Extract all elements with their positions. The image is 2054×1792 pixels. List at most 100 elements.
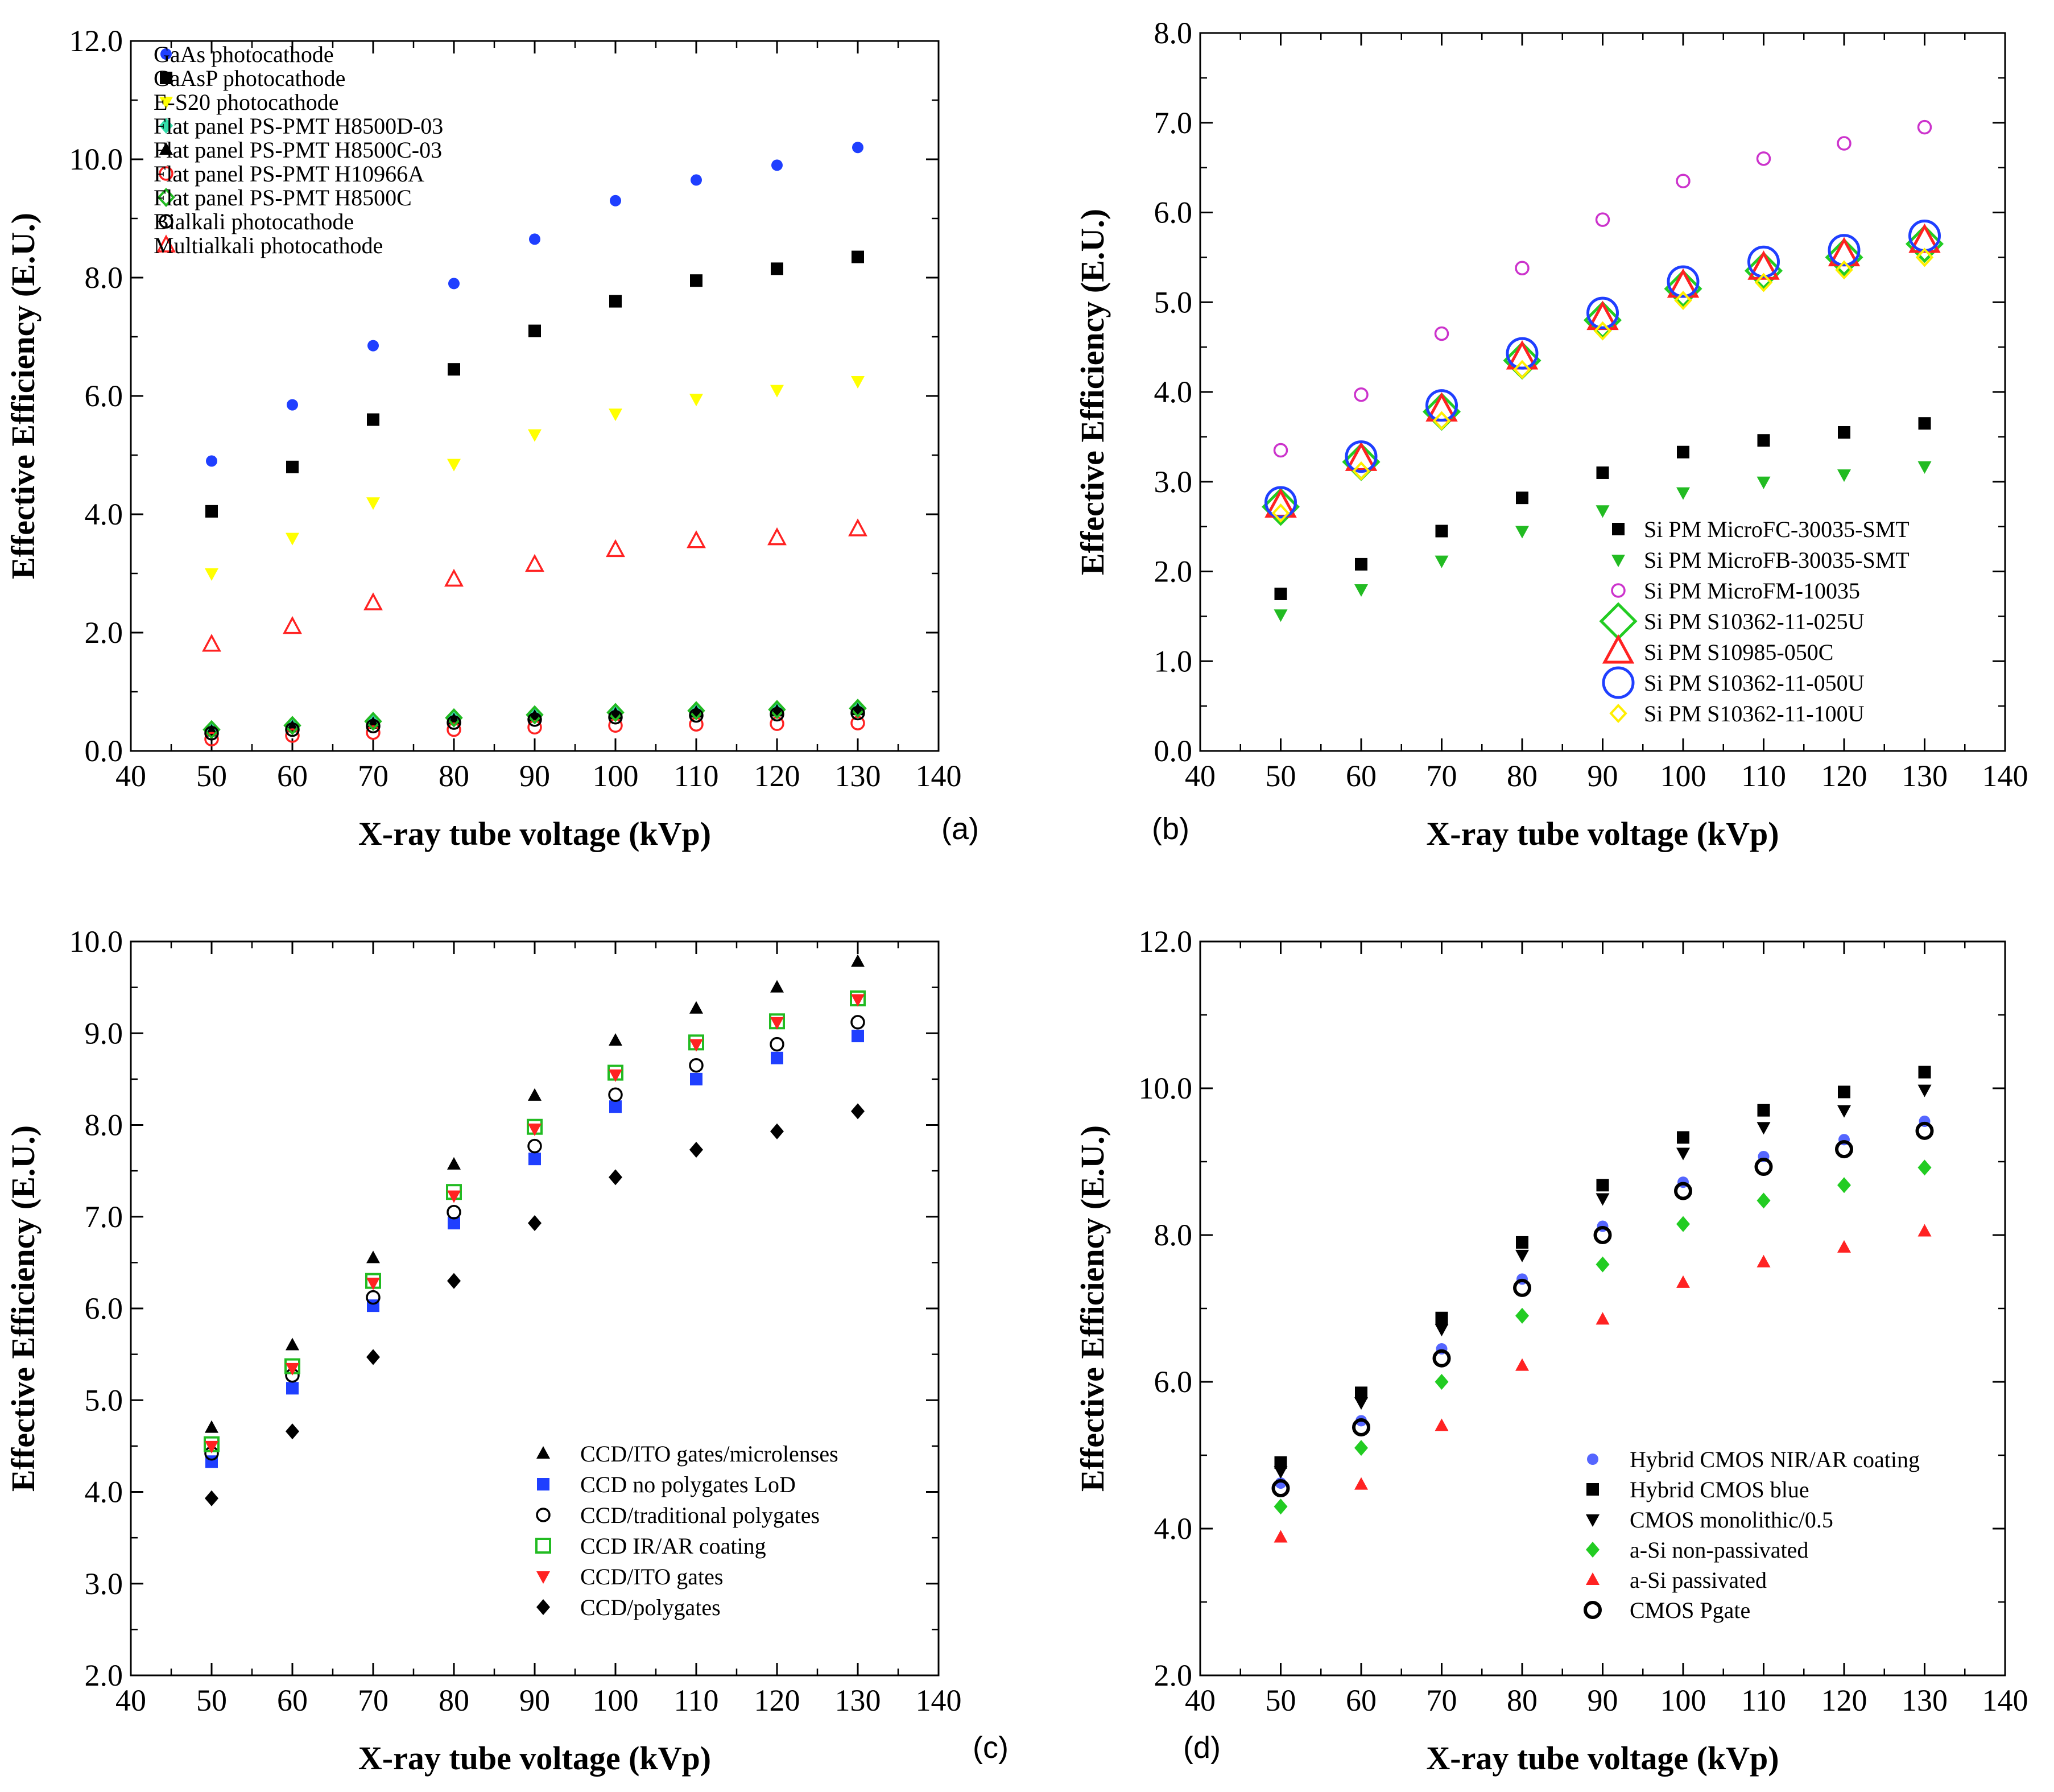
legend-label: Hybrid CMOS blue — [1630, 1477, 1809, 1502]
data-point — [609, 295, 622, 308]
data-point — [1676, 1216, 1690, 1232]
legend-label: E-S20 photocathode — [154, 89, 339, 115]
y-tick-label: 9.0 — [85, 1016, 123, 1050]
x-tick-label: 140 — [916, 759, 962, 793]
series-1 — [1274, 417, 1931, 600]
plot-frame — [1199, 940, 2006, 1677]
x-tick-label: 130 — [835, 1683, 881, 1717]
data-point — [1837, 1105, 1851, 1118]
legend-marker — [1586, 1514, 1600, 1527]
data-point — [850, 1015, 865, 1030]
legend-marker — [159, 142, 173, 155]
data-point — [608, 1087, 623, 1103]
series-3 — [205, 376, 865, 581]
chart-panel-2: 40 50 60 70 80 90 100 110 120 130 140 0.0 1.0 2.0 3.0 4… — [1074, 16, 2028, 852]
legend-marker — [536, 1446, 550, 1459]
data-point — [205, 568, 218, 581]
data-point — [286, 1382, 299, 1395]
legend-marker — [1611, 583, 1626, 598]
x-tick-label: 70 — [358, 759, 389, 793]
data-point — [1274, 1530, 1288, 1543]
data-point — [1515, 1249, 1529, 1262]
data-point — [849, 699, 867, 719]
data-point — [447, 1157, 461, 1170]
data-point — [1757, 1254, 1771, 1267]
legend-marker — [1602, 634, 1635, 664]
data-point — [610, 195, 621, 207]
data-point — [1435, 1324, 1449, 1337]
x-tick-label: 130 — [835, 759, 881, 793]
series-8 — [204, 705, 865, 741]
legend-label: CCD no polygates LoD — [580, 1472, 796, 1497]
series-6 — [204, 716, 865, 746]
chart-panel-1: 40 50 60 70 80 90 100 110 120 130 140 0.0 2.0 4.0 6.0 8… — [5, 24, 979, 852]
legend-marker — [160, 48, 172, 60]
data-point — [1676, 1147, 1690, 1161]
data-point — [1835, 260, 1853, 280]
data-point — [528, 1215, 542, 1232]
data-point — [528, 324, 541, 337]
y-axis-title: Effective Efficiency (E.U.) — [1074, 1125, 1111, 1492]
data-point — [367, 413, 379, 426]
data-point — [1596, 1179, 1609, 1192]
data-point — [1513, 1278, 1531, 1297]
data-point — [771, 159, 783, 171]
data-point — [687, 701, 705, 721]
legend-label: Flat panel PS-PMT H8500C — [154, 185, 412, 210]
data-point — [528, 1123, 542, 1136]
legend-marker — [1587, 1454, 1598, 1465]
data-point — [1754, 1158, 1773, 1176]
data-point — [1271, 503, 1290, 523]
data-point — [852, 250, 864, 263]
data-point — [1516, 492, 1528, 505]
data-point — [1261, 488, 1300, 526]
x-tick-label: 70 — [1427, 759, 1457, 793]
legend-label: CCD IR/AR coating — [580, 1533, 766, 1559]
x-tick-label: 140 — [916, 1683, 962, 1717]
data-point — [366, 1349, 380, 1365]
data-point — [1352, 461, 1370, 481]
series-1 — [1275, 1116, 1931, 1489]
legend: Si PM MicroFC-30035-SMT Si PM MicroFB-300… — [1599, 517, 1910, 726]
data-point — [1825, 238, 1863, 276]
data-point — [1828, 234, 1861, 267]
data-point — [768, 700, 786, 720]
data-point — [285, 728, 300, 743]
x-tick-label: 70 — [1427, 1683, 1457, 1717]
x-tick-label: 80 — [1507, 1683, 1538, 1717]
data-point — [1676, 174, 1691, 189]
data-point — [1274, 1498, 1288, 1515]
data-point — [1754, 272, 1773, 292]
x-tick-label: 120 — [1821, 1683, 1867, 1717]
data-point — [1747, 250, 1780, 280]
data-point — [366, 1250, 380, 1264]
data-point — [1434, 326, 1449, 341]
data-point — [687, 530, 706, 548]
series-1 — [205, 954, 865, 1433]
y-tick-label: 10.0 — [69, 142, 123, 176]
data-point — [609, 1100, 622, 1113]
data-point — [1667, 265, 1700, 298]
data-point — [448, 363, 460, 376]
x-tick-label: 90 — [519, 1683, 550, 1717]
y-tick-label: 6.0 — [85, 379, 123, 413]
series-7 — [1271, 247, 1934, 523]
legend-marker — [537, 1478, 549, 1490]
data-point — [1674, 1182, 1692, 1200]
legend-label: Si PM MicroFM-10035 — [1644, 578, 1860, 604]
data-point — [1757, 434, 1770, 447]
legend-label: Hybrid CMOS NIR/AR coating — [1630, 1447, 1920, 1472]
data-point — [770, 1037, 784, 1052]
legend-marker — [536, 1508, 551, 1522]
legend-marker — [1586, 1483, 1599, 1496]
data-point — [689, 394, 703, 407]
legend-label: CMOS Pgate — [1630, 1597, 1750, 1623]
data-point — [286, 1337, 299, 1351]
y-tick-label: 4.0 — [85, 1475, 123, 1509]
x-tick-label: 80 — [1507, 759, 1538, 793]
data-point — [286, 1423, 299, 1440]
y-tick-label: 4.0 — [85, 497, 123, 531]
data-point — [1354, 1397, 1368, 1410]
